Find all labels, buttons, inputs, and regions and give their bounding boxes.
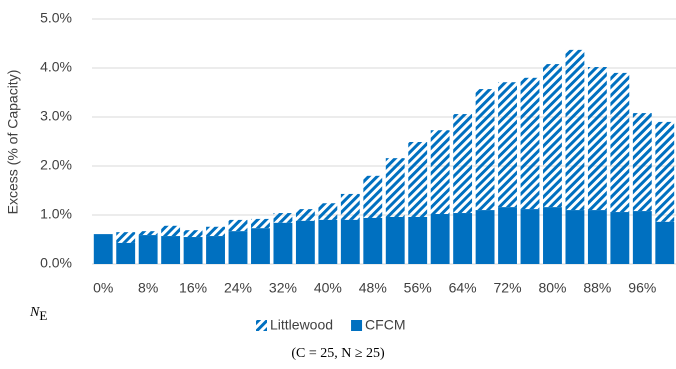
bar-segment	[475, 210, 495, 264]
bar-segment	[430, 130, 450, 215]
bar-segment	[543, 64, 562, 208]
bar-segment	[610, 212, 630, 264]
bar-segment	[93, 234, 113, 264]
bar-segment	[632, 211, 652, 264]
bar-segment	[430, 214, 450, 264]
bar-segment	[116, 242, 136, 264]
x-tick-label: 96%	[628, 280, 656, 296]
x-tick-label: 32%	[269, 280, 297, 296]
y-tick-label: 3.0%	[40, 108, 72, 124]
bar-segment	[161, 225, 181, 237]
bar-segment	[251, 228, 270, 264]
bar-segment	[587, 67, 607, 211]
x-tick-label: 72%	[494, 280, 522, 296]
bar-segment	[206, 236, 225, 264]
y-axis-title: Excess (% of Capacity)	[5, 70, 21, 215]
bar-segment	[408, 141, 428, 217]
bar-segment	[161, 236, 181, 264]
x-tick-label: 64%	[449, 280, 477, 296]
legend-label: CFCM	[365, 317, 405, 333]
bar-segment	[520, 209, 540, 264]
x-tick-label: 40%	[314, 280, 342, 296]
x-tick-label: 88%	[583, 280, 611, 296]
x-axis-title: NE	[29, 305, 47, 323]
y-tick-label: 1.0%	[40, 206, 72, 222]
bar-segment	[273, 222, 293, 264]
legend-swatch	[351, 320, 363, 331]
bar-segment	[453, 114, 473, 214]
bar-segment	[385, 216, 405, 264]
bar-segment	[543, 207, 562, 264]
bar-segment	[318, 203, 338, 220]
bar-segment	[206, 226, 225, 237]
legend-swatch	[256, 320, 267, 331]
bar-segment	[318, 219, 338, 264]
x-tick-label: 8%	[138, 280, 158, 296]
bar-segment	[116, 232, 136, 243]
bar-segment	[408, 216, 428, 264]
bar-segment	[453, 213, 473, 264]
legend-label: Littlewood	[270, 317, 333, 333]
bar-segment	[655, 121, 675, 222]
bar-segment	[363, 175, 383, 218]
bar-segment	[655, 221, 675, 264]
y-tick-label: 4.0%	[40, 59, 72, 75]
bar-segment	[340, 193, 360, 220]
y-tick-label: 0.0%	[40, 255, 72, 271]
bar-segment	[363, 217, 383, 264]
x-tick-label: 48%	[359, 280, 387, 296]
bar-segment	[228, 219, 248, 232]
bar-segment	[587, 210, 607, 264]
subtitle: (C = 25, N ≥ 25)	[291, 346, 385, 361]
bar-segment	[610, 72, 630, 213]
bar-segment	[385, 158, 405, 217]
bar-segment	[138, 235, 158, 264]
x-tick-label: 16%	[179, 280, 207, 296]
bar-segment	[295, 220, 315, 264]
bar-segment	[565, 49, 585, 211]
bar-segment	[632, 113, 652, 212]
bar-segment	[498, 82, 517, 208]
bar-segment	[273, 213, 293, 223]
bar-segment	[183, 230, 203, 238]
bar-segment	[183, 237, 203, 264]
x-tick-label: 56%	[404, 280, 432, 296]
x-tick-label: 0%	[93, 280, 113, 296]
bar-segment	[475, 89, 495, 211]
bar-segment	[295, 209, 315, 221]
x-tick-label: 80%	[538, 280, 566, 296]
bar-segment	[228, 231, 248, 264]
bar-segment	[138, 231, 158, 236]
bar-segment	[520, 77, 540, 210]
y-tick-label: 5.0%	[40, 10, 72, 26]
bar-segment	[251, 218, 270, 229]
y-tick-label: 2.0%	[40, 157, 72, 173]
bar-segment	[565, 210, 585, 264]
bar-segment	[498, 207, 517, 264]
bar-segment	[340, 219, 360, 264]
x-tick-label: 24%	[224, 280, 252, 296]
